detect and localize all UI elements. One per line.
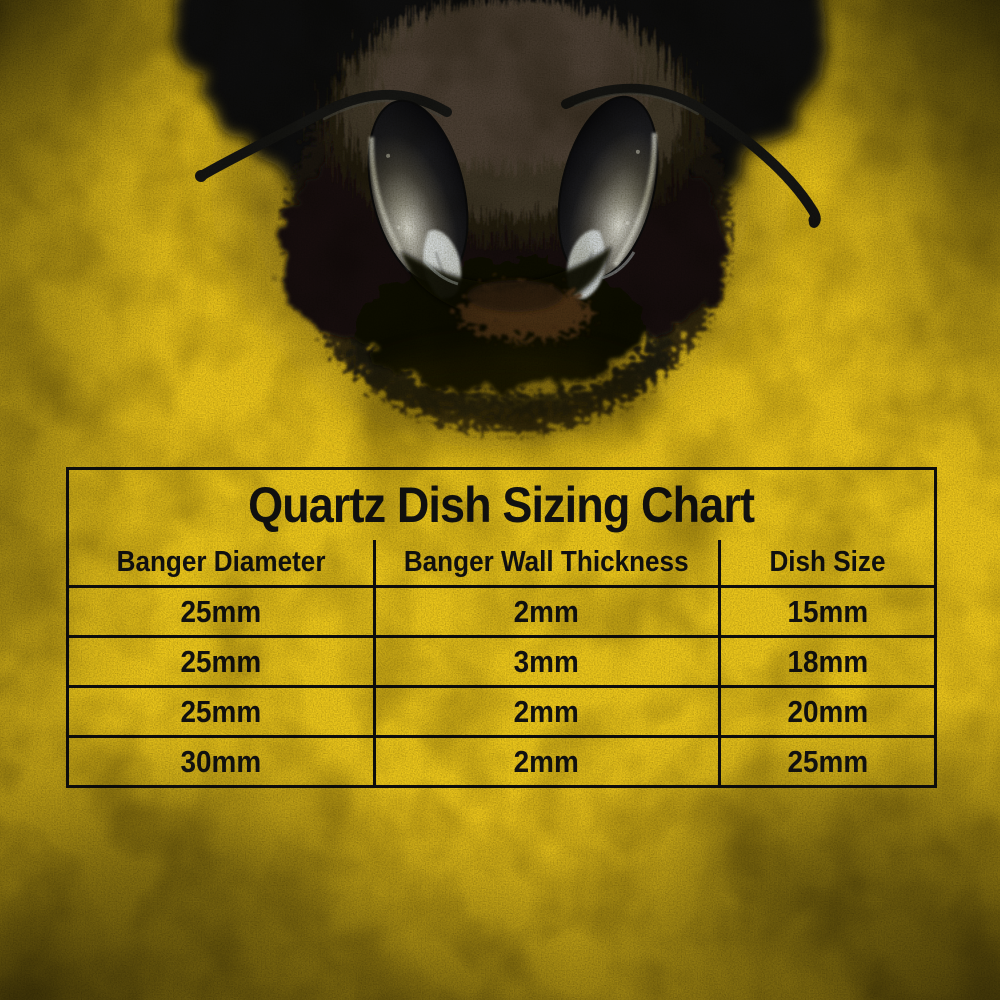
bee-macro-svg xyxy=(178,0,822,450)
table-header-row: Banger Diameter Banger Wall Thickness Di… xyxy=(69,540,934,585)
cell-value: 2mm xyxy=(514,743,580,779)
cell-value: 3mm xyxy=(514,643,580,679)
table-row: 25mm 2mm 20mm xyxy=(69,685,934,735)
chart-title-row: Quartz Dish Sizing Chart xyxy=(69,470,934,540)
table-row: 25mm 2mm 15mm xyxy=(69,585,934,635)
table-cell: 25mm xyxy=(69,638,373,685)
table-cell: 25mm xyxy=(717,738,934,785)
sizing-chart-table: Quartz Dish Sizing Chart Banger Diameter… xyxy=(66,467,937,788)
cell-value: 15mm xyxy=(787,593,868,629)
table-row: 25mm 3mm 18mm xyxy=(69,635,934,685)
table-cell: 25mm xyxy=(69,688,373,735)
column-header-dish-size: Dish Size xyxy=(717,540,934,585)
cell-value: 25mm xyxy=(787,743,868,779)
column-header-label: Banger Diameter xyxy=(116,546,326,578)
bee-left-antenna-tip xyxy=(195,170,207,182)
cell-value: 2mm xyxy=(514,593,580,629)
column-header-banger-diameter: Banger Diameter xyxy=(69,540,373,585)
table-cell: 18mm xyxy=(717,638,934,685)
table-cell: 2mm xyxy=(372,688,718,735)
column-header-label: Dish Size xyxy=(769,546,886,578)
cell-value: 25mm xyxy=(180,643,262,679)
table-cell: 2mm xyxy=(372,588,718,635)
bee-image xyxy=(0,0,1000,480)
column-header-label: Banger Wall Thickness xyxy=(404,546,690,578)
cell-value: 25mm xyxy=(180,593,262,629)
table-cell: 25mm xyxy=(69,588,373,635)
table-cell: 30mm xyxy=(69,738,373,785)
table-cell: 20mm xyxy=(717,688,934,735)
cell-value: 25mm xyxy=(180,693,262,729)
cell-value: 18mm xyxy=(787,643,868,679)
chart-title: Quartz Dish Sizing Chart xyxy=(248,477,756,533)
table-cell: 15mm xyxy=(717,588,934,635)
bee-right-antenna-tip xyxy=(808,214,820,226)
cell-value: 2mm xyxy=(514,693,580,729)
table-cell: 2mm xyxy=(372,738,718,785)
cell-value: 30mm xyxy=(180,743,262,779)
bee-under-shadow xyxy=(350,350,660,450)
table-cell: 3mm xyxy=(372,638,718,685)
table-row: 30mm 2mm 25mm xyxy=(69,735,934,785)
column-header-banger-wall-thickness: Banger Wall Thickness xyxy=(372,540,718,585)
cell-value: 20mm xyxy=(787,693,868,729)
